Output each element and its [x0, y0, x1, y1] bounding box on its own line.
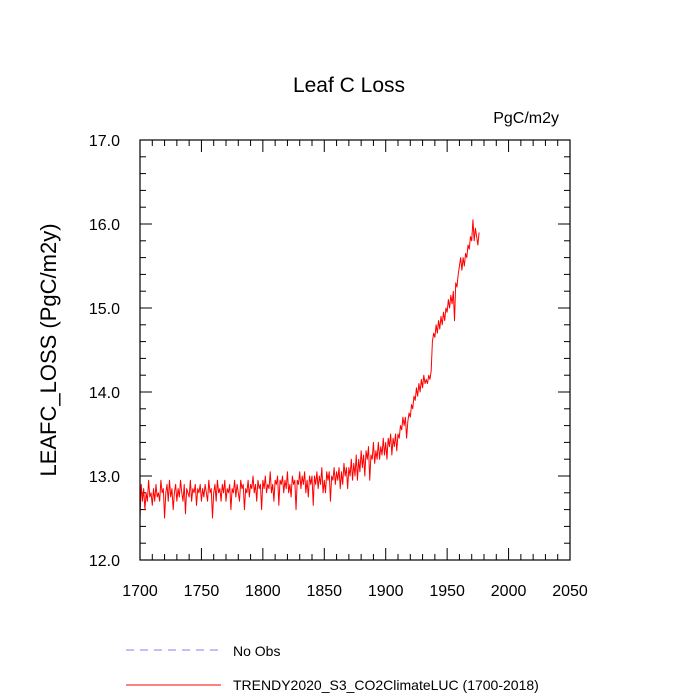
series-lines [139, 219, 480, 519]
x-tick-label: 1850 [306, 583, 342, 600]
y-tick-label: 14.0 [89, 385, 120, 402]
series-line-trendy [139, 219, 480, 519]
y-tick-label: 17.0 [89, 133, 120, 150]
y-tick-label: 16.0 [89, 217, 120, 234]
chart-title: Leaf C Loss [293, 74, 405, 97]
plot-frame [139, 139, 571, 561]
legend: No Obs TRENDY2020_S3_CO2ClimateLUC (1700… [126, 643, 539, 693]
legend-label-no-obs: No Obs [233, 643, 280, 659]
legend-label-trendy: TRENDY2020_S3_CO2ClimateLUC (1700-2018) [233, 677, 539, 693]
x-tick-label: 1700 [122, 583, 158, 600]
x-tick-label: 1750 [184, 583, 220, 600]
y-axis-label: LEAFC_LOSS (PgC/m2y) [36, 223, 61, 476]
x-tick-label: 1800 [245, 583, 281, 600]
axis-ticks [139, 139, 571, 561]
x-tick-label: 2000 [491, 583, 527, 600]
units-label: PgC/m2y [493, 110, 559, 127]
y-tick-label: 13.0 [89, 469, 120, 486]
x-tick-label: 2050 [552, 583, 588, 600]
y-tick-label: 15.0 [89, 301, 120, 318]
tick-labels: 1700 1750 1800 1850 1900 1950 2000 2050 12.0 13.0… [89, 133, 588, 600]
x-tick-label: 1900 [368, 583, 404, 600]
x-tick-label: 1950 [429, 583, 465, 600]
y-tick-label: 12.0 [89, 553, 120, 570]
